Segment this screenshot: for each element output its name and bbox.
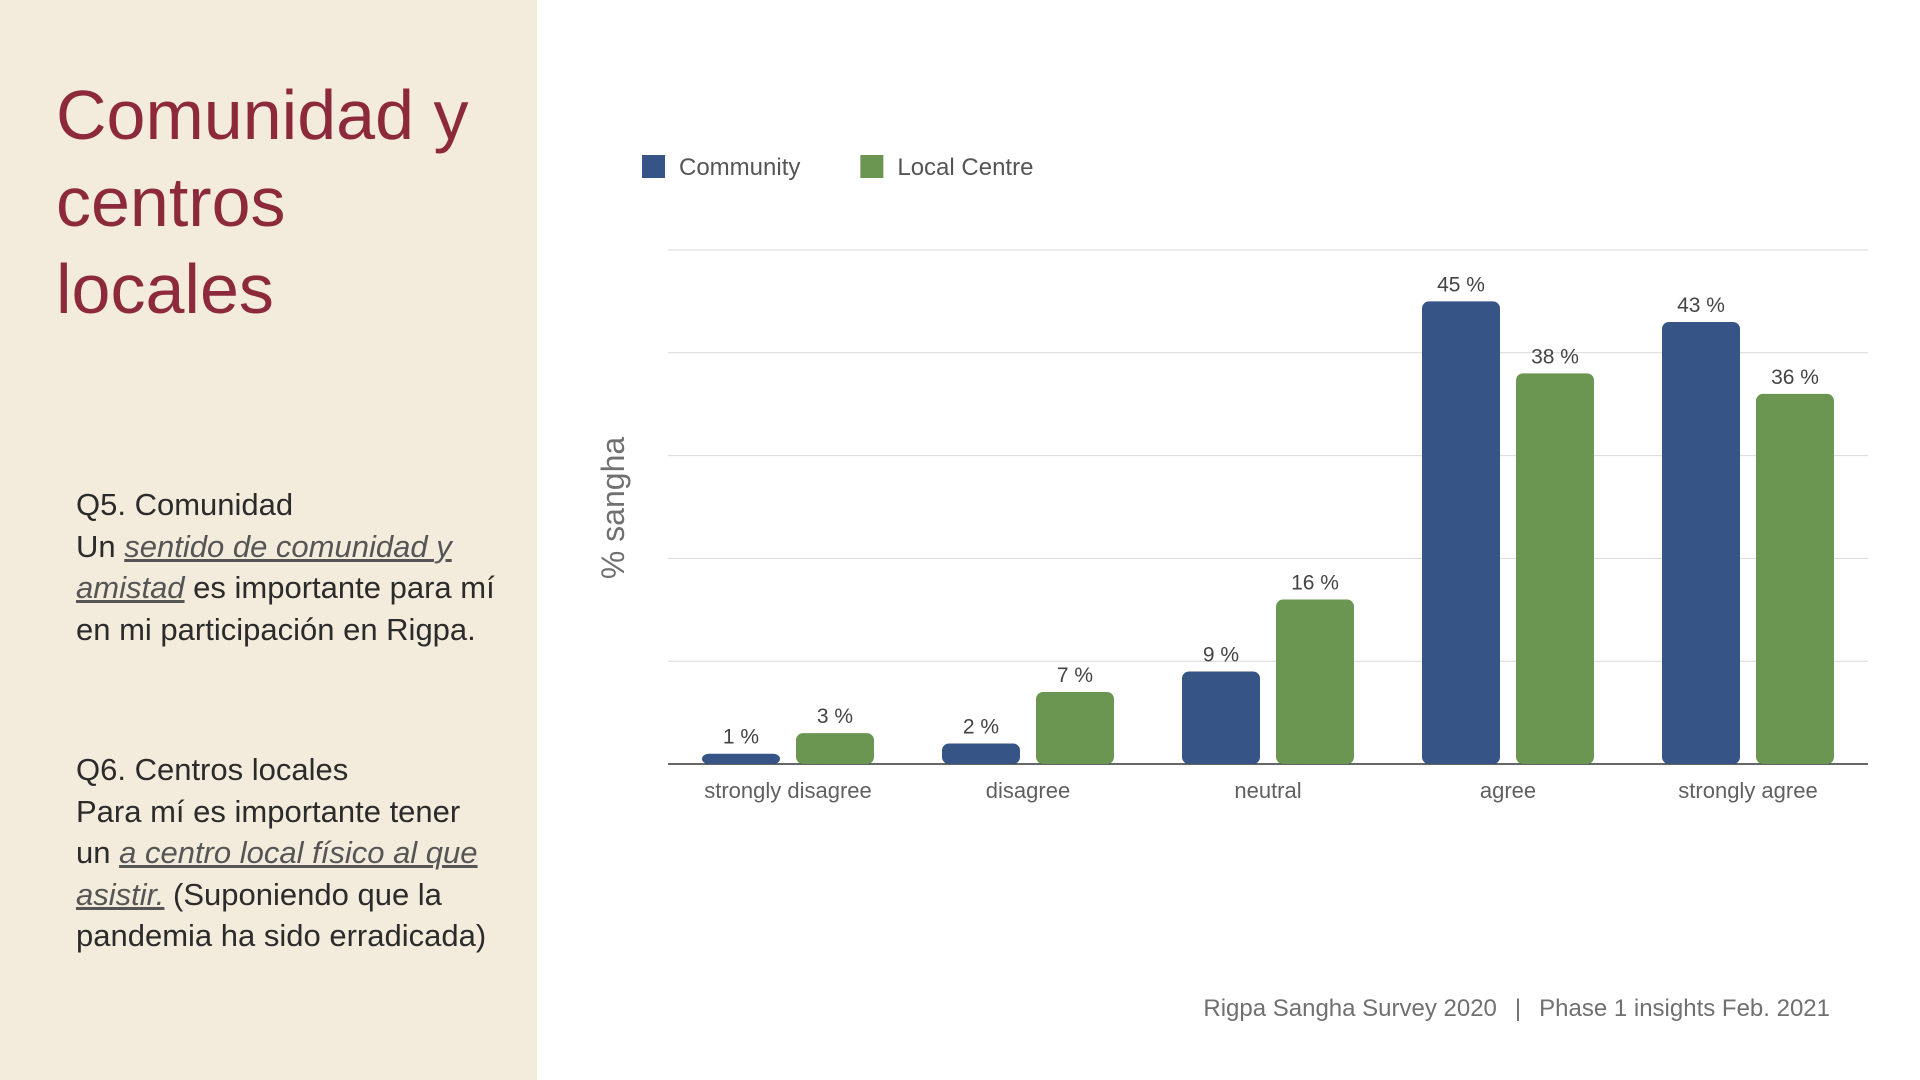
- bar-community: [702, 753, 780, 764]
- data-label: 7 %: [1057, 664, 1093, 687]
- footer-survey: Rigpa Sangha Survey 2020: [1203, 995, 1497, 1022]
- footer-phase: Phase 1 insights Feb. 2021: [1539, 995, 1830, 1022]
- q6-text: Para mí es importante tener un a centro …: [76, 791, 496, 957]
- q5-text-pre: Un: [76, 528, 125, 564]
- x-tick-label: strongly agree: [1678, 778, 1817, 803]
- x-tick-label: neutral: [1234, 778, 1301, 803]
- question-q5: Q5. Comunidad Un sentido de comunidad y …: [76, 484, 496, 650]
- y-axis-label: % sangha: [595, 437, 631, 580]
- q6-emphasis: a centro local físico al que asistir.: [76, 835, 478, 912]
- data-label: 43 %: [1677, 294, 1725, 317]
- data-label: 1 %: [723, 726, 759, 749]
- bar-community: [1422, 301, 1500, 764]
- footer-separator: |: [1514, 995, 1522, 1022]
- bar-local-centre: [1756, 393, 1834, 764]
- left-panel: Comunidad y centros locales Q5. Comunida…: [0, 0, 537, 1080]
- footer: Rigpa Sangha Survey 2020 | Phase 1 insight…: [1203, 995, 1830, 1023]
- data-label: 38 %: [1531, 345, 1579, 368]
- q5-heading: Q5. Comunidad: [76, 487, 294, 522]
- question-q6: Q6. Centros locales Para mí es important…: [76, 749, 496, 957]
- x-tick-label: agree: [1480, 778, 1536, 803]
- data-label: 3 %: [817, 705, 853, 728]
- bar-local-centre: [1276, 599, 1354, 764]
- bar-local-centre: [1516, 373, 1594, 764]
- q6-text-post: (Suponiendo que la pandemia ha sido erra…: [76, 876, 487, 954]
- data-label: 2 %: [963, 715, 999, 738]
- data-label: 16 %: [1291, 572, 1339, 595]
- bar-community: [1182, 671, 1260, 764]
- legend-swatch-community: [642, 155, 665, 178]
- q5-text-post: es importante para mí en mi participació…: [76, 570, 495, 647]
- q5-text: Un sentido de comunidad y amistad es imp…: [76, 526, 496, 651]
- data-label: 45 %: [1437, 273, 1485, 296]
- data-label: 36 %: [1771, 366, 1819, 389]
- legend-label-community: Community: [679, 154, 800, 181]
- bar-local-centre: [1036, 692, 1114, 764]
- x-tick-label: disagree: [986, 778, 1070, 803]
- legend-label-local-centre: Local Centre: [897, 154, 1033, 181]
- bar-community: [1662, 321, 1740, 764]
- data-label: 9 %: [1203, 643, 1239, 666]
- bar-community: [942, 743, 1020, 764]
- q6-text-pre: Para mí es importante tener un: [76, 793, 461, 871]
- slide-title: Comunidad y centros locales: [56, 76, 469, 328]
- q6-heading: Q6. Centros locales: [76, 752, 349, 787]
- q5-emphasis: sentido de comunidad y amistad: [76, 528, 452, 606]
- legend-swatch-local-centre: [860, 155, 884, 178]
- bar-local-centre: [796, 733, 874, 764]
- x-tick-label: strongly disagree: [704, 778, 872, 803]
